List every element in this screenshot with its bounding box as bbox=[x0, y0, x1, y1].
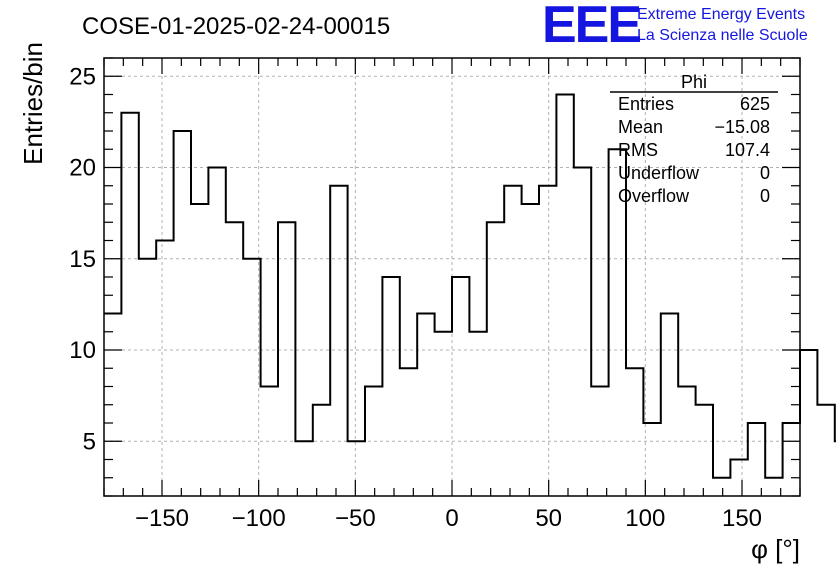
x-tick-label: −50 bbox=[335, 505, 376, 532]
grid-lines bbox=[104, 58, 800, 496]
stats-label: Overflow bbox=[618, 186, 690, 206]
x-tick-label: 50 bbox=[535, 505, 562, 532]
stats-rows: Entries 625 Mean −15.08 RMS 107.4 Underflow 0 Ov… bbox=[618, 94, 770, 206]
stats-label: Mean bbox=[618, 117, 663, 137]
x-tick-label: −100 bbox=[232, 505, 286, 532]
chart-title: COSE-01-2025-02-24-00015 bbox=[82, 13, 390, 40]
stats-value: 107.4 bbox=[725, 140, 770, 160]
x-tick-label: 150 bbox=[722, 505, 762, 532]
stats-value: 625 bbox=[740, 94, 770, 114]
stats-value: 0 bbox=[760, 163, 770, 183]
stats-value: 0 bbox=[760, 186, 770, 206]
y-axis-label: Entries/bin bbox=[18, 42, 48, 165]
stats-label: Underflow bbox=[618, 163, 700, 183]
y-tick-label: 5 bbox=[83, 428, 96, 455]
stats-label: RMS bbox=[618, 140, 658, 160]
x-axis-label: φ [°] bbox=[751, 534, 800, 564]
eee-logo: EEE Extreme Energy Events La Scienza nel… bbox=[542, 0, 808, 54]
x-tick-label: 100 bbox=[625, 505, 665, 532]
axis-ticks bbox=[103, 57, 801, 497]
logo-line1: Extreme Energy Events bbox=[637, 6, 805, 23]
x-tick-label: 0 bbox=[445, 505, 458, 532]
stats-value: −15.08 bbox=[714, 117, 770, 137]
y-tick-label: 25 bbox=[69, 63, 96, 90]
stats-title: Phi bbox=[681, 72, 707, 92]
logo-mark: EEE bbox=[542, 0, 640, 54]
logo-line2: La Scienza nelle Scuole bbox=[637, 27, 808, 44]
histogram-series bbox=[104, 93, 836, 479]
x-tick-label: −150 bbox=[135, 505, 189, 532]
stats-label: Entries bbox=[618, 94, 674, 114]
y-tick-label: 15 bbox=[69, 246, 96, 273]
y-tick-label: 10 bbox=[69, 337, 96, 364]
y-tick-label: 20 bbox=[69, 155, 96, 182]
x-tick-labels: −150 −100 −50 0 50 100 150 bbox=[135, 505, 762, 532]
stats-box: Phi Entries 625 Mean −15.08 RMS 107.4 Underflo… bbox=[610, 72, 778, 206]
y-tick-labels: 5 10 15 20 25 bbox=[69, 63, 96, 455]
